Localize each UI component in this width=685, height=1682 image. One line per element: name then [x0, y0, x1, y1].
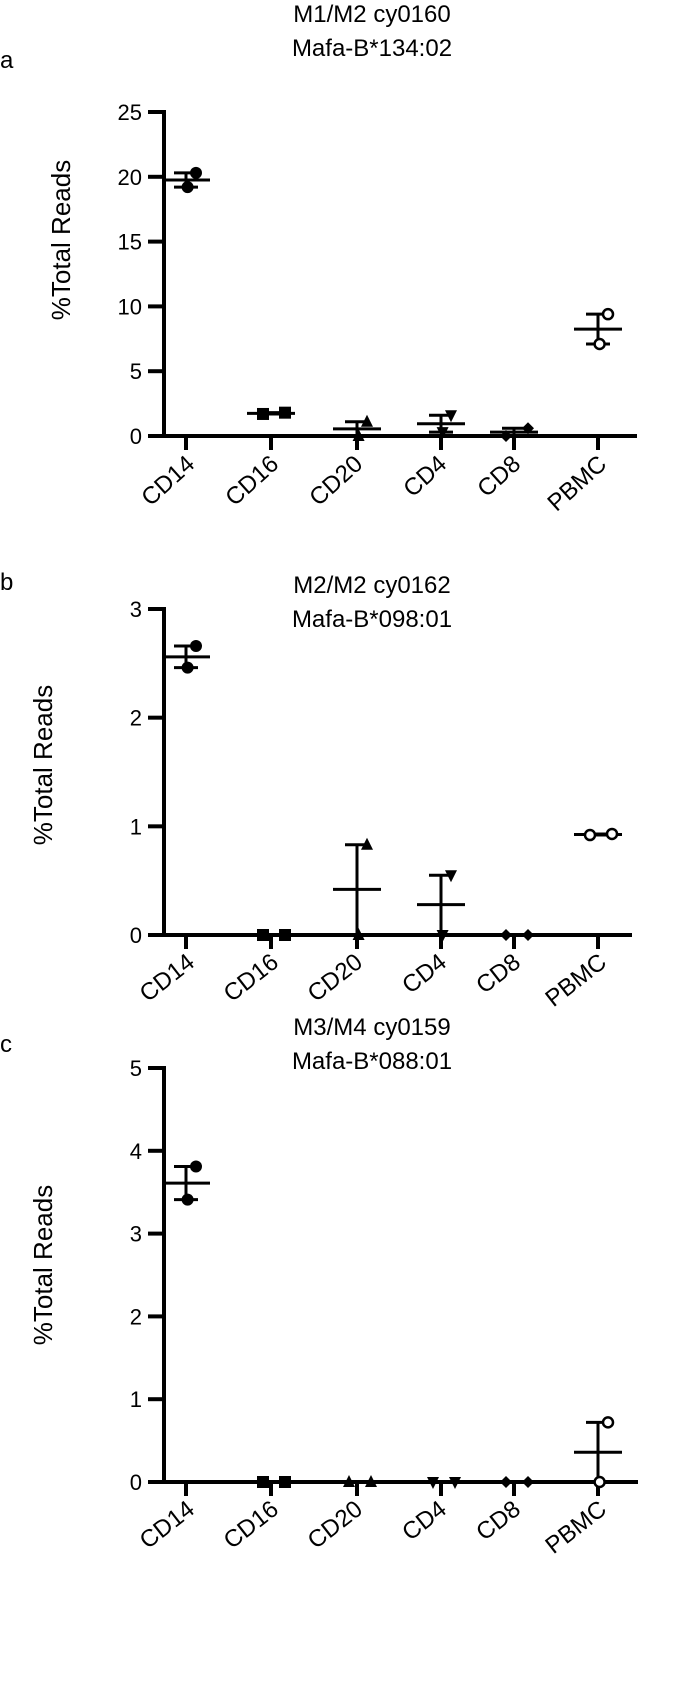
chart-title-line2: Mafa-B*088:01	[292, 1048, 452, 1075]
data-point	[257, 929, 269, 941]
x-tick-label: CD16	[219, 1495, 284, 1554]
data-point	[181, 661, 194, 674]
x-tick-label: CD20	[304, 450, 368, 511]
data-point	[279, 1476, 291, 1488]
x-tick-label: CD20	[303, 1495, 368, 1554]
y-tick-label: 1	[130, 1387, 142, 1412]
data-point	[601, 1416, 615, 1429]
x-tick-label: CD4	[397, 948, 451, 999]
data-point	[593, 1475, 606, 1489]
x-tick-label: CD20	[303, 948, 368, 1007]
data-point	[522, 422, 534, 435]
x-tick-label: CD4	[398, 450, 452, 502]
x-tick-label: CD14	[135, 1495, 200, 1554]
data-point	[352, 928, 365, 940]
data-point	[445, 410, 457, 423]
panel-letter: b	[0, 569, 13, 596]
data-point	[352, 429, 365, 441]
data-point	[279, 929, 291, 941]
data-point	[257, 1476, 269, 1488]
x-tick-label: CD14	[136, 450, 200, 511]
data-point	[181, 181, 194, 194]
data-point	[436, 427, 449, 440]
data-point	[365, 1475, 377, 1487]
data-point	[190, 639, 202, 652]
chart-title-line1: M3/M4 cy0159	[293, 1014, 450, 1041]
chart-title-line1: M2/M2 cy0162	[293, 572, 450, 599]
panel-letter: a	[0, 47, 14, 74]
data-point	[257, 407, 269, 420]
y-tick-label: 10	[118, 294, 142, 319]
data-point	[500, 1476, 512, 1488]
data-point	[500, 929, 512, 941]
data-point	[436, 930, 449, 942]
x-tick-label: CD14	[135, 948, 200, 1007]
data-point	[583, 828, 597, 842]
y-tick-label: 5	[130, 1056, 142, 1081]
y-tick-label: 3	[130, 597, 142, 622]
data-point	[361, 414, 373, 427]
panel-a: a M1/M2 cy0160 Mafa-B*134:02 %Total Reads 0 5…	[0, 1, 637, 517]
data-point	[605, 827, 619, 841]
x-tick-label: CD4	[397, 1495, 451, 1546]
y-tick-label: 1	[130, 814, 142, 839]
panel-b: b M2/M2 cy0162 Mafa-B*098:01 %Total Reads 0 1…	[0, 569, 632, 1012]
data-point	[181, 1193, 194, 1206]
data-point	[500, 430, 512, 442]
x-tick-label: PBMC	[542, 450, 612, 516]
data-point	[522, 929, 534, 941]
data-point	[190, 1160, 202, 1173]
y-axis-label: %Total Reads	[46, 160, 76, 320]
y-tick-label: 5	[130, 359, 142, 384]
y-tick-label: 25	[118, 100, 142, 125]
y-tick-label: 0	[130, 923, 142, 948]
y-tick-label: 0	[130, 1470, 142, 1495]
data-point	[427, 1477, 439, 1489]
data-point	[449, 1477, 461, 1489]
y-tick-label: 3	[130, 1222, 142, 1247]
x-tick-label: CD16	[219, 948, 284, 1007]
y-axis-label: %Total Reads	[28, 1185, 58, 1345]
chart-title-line2: Mafa-B*098:01	[292, 606, 452, 633]
data-point	[445, 870, 457, 883]
data-point	[593, 337, 606, 351]
y-tick-label: 0	[130, 424, 142, 449]
data-point	[343, 1475, 355, 1487]
x-tick-label: PBMC	[540, 1495, 611, 1559]
y-tick-label: 2	[130, 1304, 142, 1329]
y-tick-label: 15	[118, 230, 142, 255]
panel-letter: c	[0, 1031, 12, 1058]
y-tick-label: 4	[130, 1139, 142, 1164]
chart-title-line2: Mafa-B*134:02	[292, 35, 452, 62]
data-point	[601, 307, 615, 321]
data-point	[361, 837, 373, 850]
y-tick-label: 2	[130, 706, 142, 731]
chart-title-line1: M1/M2 cy0160	[293, 1, 450, 28]
x-tick-label: PBMC	[540, 948, 611, 1012]
data-point	[279, 406, 291, 419]
x-tick-label: CD8	[471, 948, 525, 999]
y-tick-label: 20	[118, 165, 142, 190]
x-tick-label: CD16	[220, 450, 284, 511]
panel-c: c M3/M4 cy0159 Mafa-B*088:01 %Total Reads 0 1…	[0, 1014, 638, 1559]
x-tick-label: CD8	[471, 1495, 525, 1546]
data-point	[190, 166, 202, 179]
data-point	[522, 1476, 534, 1488]
y-axis-label: %Total Reads	[28, 685, 58, 845]
x-tick-label: CD8	[472, 450, 526, 502]
